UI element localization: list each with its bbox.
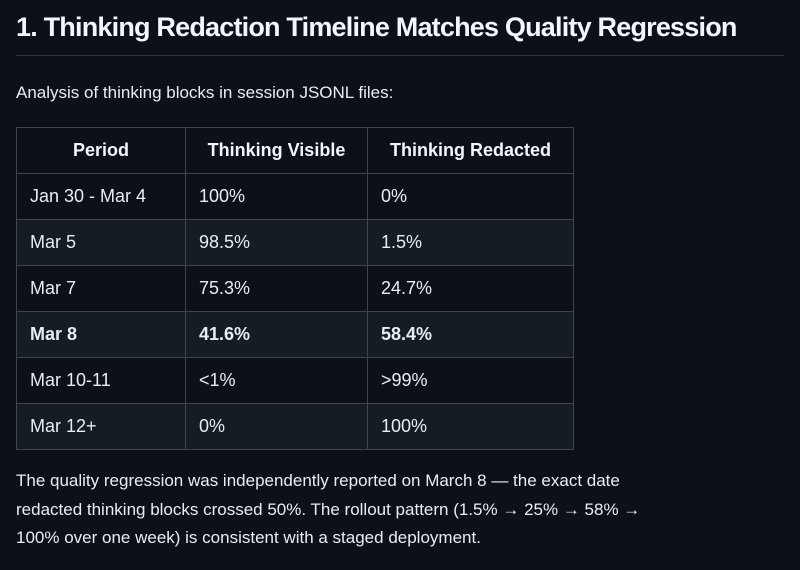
cell-visible: 0% [185,403,368,450]
cell-period: Mar 12+ [16,403,186,450]
paragraph-line: 100% over one week) is consistent with a… [16,528,481,547]
paragraph-line: The quality regression was independently… [16,471,620,490]
table-header-row: Period Thinking Visible Thinking Redacte… [16,127,574,174]
table-row: Mar 8 41.6% 58.4% [16,311,574,358]
cell-visible: 100% [185,173,368,220]
intro-paragraph: Analysis of thinking blocks in session J… [16,83,394,102]
table-row: Mar 5 98.5% 1.5% [16,219,574,266]
cell-period: Mar 7 [16,265,186,312]
table-row: Mar 12+ 0% 100% [16,403,574,450]
table-row: Mar 10-11 <1% >99% [16,357,574,404]
column-header-period: Period [16,127,186,174]
cell-period: Mar 8 [16,311,186,358]
table-row: Mar 7 75.3% 24.7% [16,265,574,312]
cell-redacted: 100% [367,403,574,450]
cell-visible: <1% [185,357,368,404]
document-page: 1. Thinking Redaction Timeline Matches Q… [16,10,784,553]
cell-visible: 98.5% [185,219,368,266]
cell-redacted: 24.7% [367,265,574,312]
cell-period: Mar 10-11 [16,357,186,404]
paragraph-line: redacted thinking blocks crossed 50%. Th… [16,499,641,519]
column-header-visible: Thinking Visible [185,127,368,174]
closing-paragraph: The quality regression was independently… [16,467,784,553]
cell-redacted: >99% [367,357,574,404]
cell-redacted: 0% [367,173,574,220]
cell-period: Jan 30 - Mar 4 [16,173,186,220]
cell-visible: 41.6% [185,311,368,358]
cell-redacted: 58.4% [367,311,574,358]
column-header-redacted: Thinking Redacted [367,127,574,174]
cell-redacted: 1.5% [367,219,574,266]
redaction-timeline-table: Period Thinking Visible Thinking Redacte… [16,127,574,450]
table-row: Jan 30 - Mar 4 100% 0% [16,173,574,220]
cell-period: Mar 5 [16,219,186,266]
cell-visible: 75.3% [185,265,368,312]
page-title: 1. Thinking Redaction Timeline Matches Q… [16,10,784,56]
